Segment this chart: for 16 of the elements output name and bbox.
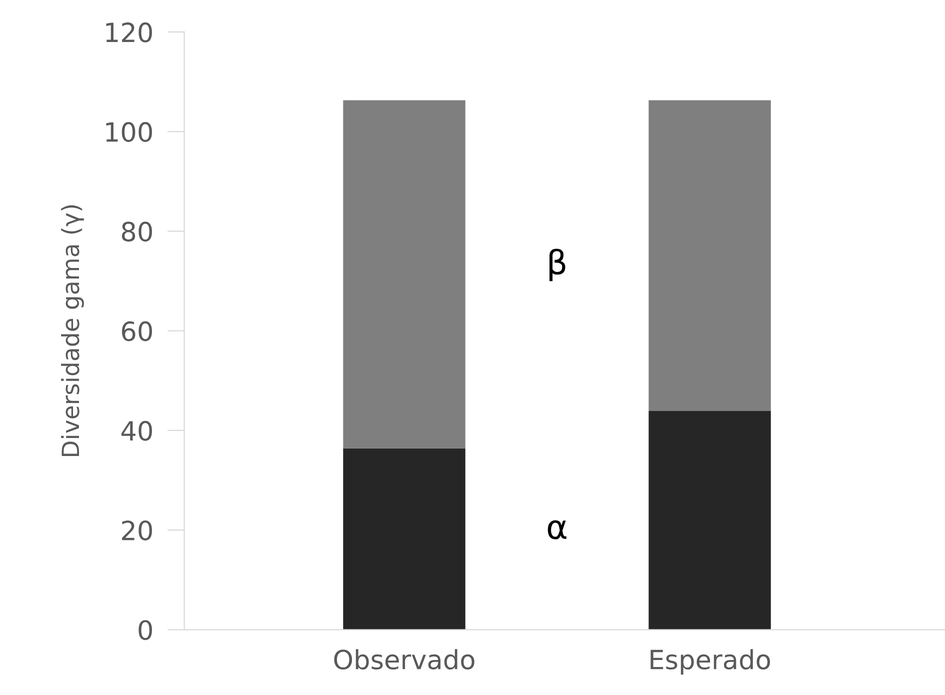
x-tick-label: Esperado bbox=[650, 649, 770, 675]
bar bbox=[343, 100, 466, 448]
y-tick-label: 20 bbox=[122, 520, 152, 540]
y-tick-label: 120 bbox=[106, 22, 152, 42]
x-tick-label: Observado bbox=[334, 649, 474, 670]
y-tick-label: 100 bbox=[106, 122, 152, 142]
text: α bbox=[548, 520, 566, 540]
y-tick-label: 0 bbox=[138, 620, 152, 640]
y-tick-label: 60 bbox=[122, 321, 152, 342]
bar bbox=[343, 448, 466, 630]
bar bbox=[648, 100, 771, 412]
y-tick-label: 40 bbox=[121, 420, 152, 441]
text: β bbox=[549, 248, 566, 282]
bar bbox=[648, 411, 771, 630]
y-tick-label: 80 bbox=[122, 222, 152, 242]
y-axis-title: Diversidade gama (γ) bbox=[61, 205, 84, 456]
